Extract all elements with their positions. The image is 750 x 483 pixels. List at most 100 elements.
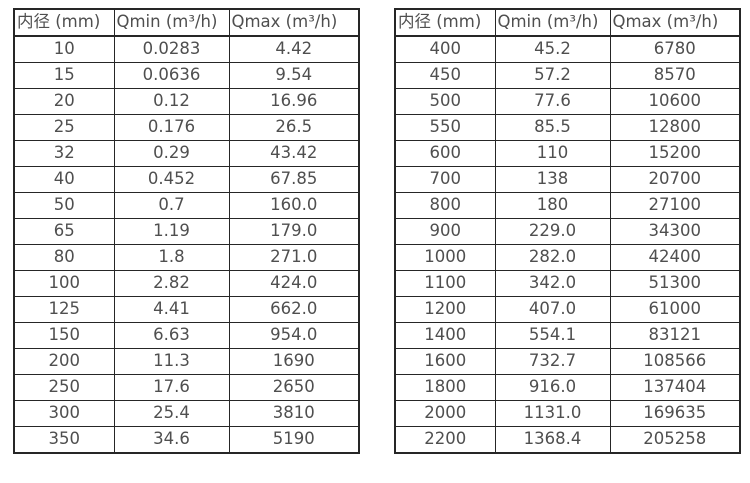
column-header-diameter-cell: 内径 (mm) (394, 8, 496, 37)
table-row: 400 45.2 6780 (394, 35, 741, 63)
table-row: 10 0.0283 4.42 (13, 35, 360, 63)
diameter-cell: 2200 (394, 426, 496, 454)
diameter-cell: 600 (394, 140, 496, 167)
table-row: 25 0.176 26.5 (13, 114, 360, 141)
diameter-cell: 1800 (394, 374, 496, 401)
qmax-cell: 20700 (609, 166, 741, 193)
diameter-cell: 550 (394, 114, 496, 141)
qmax-cell: 169635 (609, 400, 741, 427)
qmin-cell: 732.7 (494, 348, 611, 375)
qmax-cell: 137404 (609, 374, 741, 401)
qmin-cell: 1131.0 (494, 400, 611, 427)
diameter-cell: 350 (13, 426, 115, 454)
qmax-cell: 271.0 (228, 244, 360, 271)
table-row: 1100 342.0 51300 (394, 270, 741, 297)
table-header: 内径 (mm) Qmin (m³/h) Qmax (m³/h) (13, 8, 360, 37)
table-row: 1600 732.7 108566 (394, 348, 741, 375)
spec-table-small-diameters: 内径 (mm) Qmin (m³/h) Qmax (m³/h) 10 0.0283 4.… (13, 8, 360, 454)
table-body: 400 45.2 6780 450 57.2 8570 500 77.6 10600 550 85.… (394, 35, 741, 454)
qmax-cell: 15200 (609, 140, 741, 167)
column-header-qmax-cell: Qmax (m³/h) (228, 8, 360, 37)
diameter-cell: 300 (13, 400, 115, 427)
table-row: 125 4.41 662.0 (13, 296, 360, 323)
qmax-cell: 3810 (228, 400, 360, 427)
diameter-cell: 250 (13, 374, 115, 401)
qmin-cell: 6.63 (113, 322, 230, 349)
qmin-cell: 11.3 (113, 348, 230, 375)
diameter-cell: 40 (13, 166, 115, 193)
qmin-cell: 25.4 (113, 400, 230, 427)
table-row: 300 25.4 3810 (13, 400, 360, 427)
qmin-cell: 0.7 (113, 192, 230, 219)
qmax-cell: 9.54 (228, 62, 360, 89)
qmin-cell: 17.6 (113, 374, 230, 401)
qmax-cell: 34300 (609, 218, 741, 245)
qmax-cell: 1690 (228, 348, 360, 375)
qmin-cell: 342.0 (494, 270, 611, 297)
table-row: 2000 1131.0 169635 (394, 400, 741, 427)
table-row: 700 138 20700 (394, 166, 741, 193)
diameter-cell: 1400 (394, 322, 496, 349)
qmax-cell: 51300 (609, 270, 741, 297)
qmin-cell: 0.0636 (113, 62, 230, 89)
qmax-cell: 27100 (609, 192, 741, 219)
diameter-cell: 450 (394, 62, 496, 89)
table-row: 65 1.19 179.0 (13, 218, 360, 245)
qmax-cell: 160.0 (228, 192, 360, 219)
diameter-cell: 125 (13, 296, 115, 323)
table-row: 800 180 27100 (394, 192, 741, 219)
qmax-cell: 43.42 (228, 140, 360, 167)
qmin-cell: 34.6 (113, 426, 230, 454)
diameter-cell: 65 (13, 218, 115, 245)
qmin-cell: 0.176 (113, 114, 230, 141)
table-row: 100 2.82 424.0 (13, 270, 360, 297)
diameter-cell: 1200 (394, 296, 496, 323)
diameter-cell: 200 (13, 348, 115, 375)
table-row: 550 85.5 12800 (394, 114, 741, 141)
qmin-cell: 4.41 (113, 296, 230, 323)
table-row: 1400 554.1 83121 (394, 322, 741, 349)
qmax-cell: 8570 (609, 62, 741, 89)
diameter-cell: 1600 (394, 348, 496, 375)
table-header: 内径 (mm) Qmin (m³/h) Qmax (m³/h) (394, 8, 741, 37)
qmin-cell: 85.5 (494, 114, 611, 141)
table-row: 1200 407.0 61000 (394, 296, 741, 323)
table-row: 32 0.29 43.42 (13, 140, 360, 167)
qmin-cell: 45.2 (494, 35, 611, 63)
table-row: 80 1.8 271.0 (13, 244, 360, 271)
table-row: 40 0.452 67.85 (13, 166, 360, 193)
qmin-cell: 2.82 (113, 270, 230, 297)
qmin-cell: 282.0 (494, 244, 611, 271)
column-header-qmax-cell: Qmax (m³/h) (609, 8, 741, 37)
qmin-cell: 57.2 (494, 62, 611, 89)
table-row: 50 0.7 160.0 (13, 192, 360, 219)
qmax-cell: 61000 (609, 296, 741, 323)
qmax-cell: 6780 (609, 35, 741, 63)
diameter-cell: 900 (394, 218, 496, 245)
qmin-cell: 77.6 (494, 88, 611, 115)
qmin-cell: 0.29 (113, 140, 230, 167)
qmin-cell: 916.0 (494, 374, 611, 401)
diameter-cell: 400 (394, 35, 496, 63)
diameter-cell: 80 (13, 244, 115, 271)
diameter-cell: 50 (13, 192, 115, 219)
qmin-cell: 1.19 (113, 218, 230, 245)
header-row: 内径 (mm) Qmin (m³/h) Qmax (m³/h) (13, 8, 360, 37)
table-row: 350 34.6 5190 (13, 426, 360, 454)
table-row: 150 6.63 954.0 (13, 322, 360, 349)
qmin-cell: 110 (494, 140, 611, 167)
qmax-cell: 179.0 (228, 218, 360, 245)
qmax-cell: 108566 (609, 348, 741, 375)
table-row: 1000 282.0 42400 (394, 244, 741, 271)
spec-tables-container: 内径 (mm) Qmin (m³/h) Qmax (m³/h) 10 0.0283 4.… (13, 8, 741, 454)
qmax-cell: 424.0 (228, 270, 360, 297)
qmin-cell: 407.0 (494, 296, 611, 323)
qmax-cell: 26.5 (228, 114, 360, 141)
column-header-qmin-cell: Qmin (m³/h) (494, 8, 611, 37)
qmax-cell: 954.0 (228, 322, 360, 349)
qmax-cell: 4.42 (228, 35, 360, 63)
diameter-cell: 800 (394, 192, 496, 219)
table-row: 1800 916.0 137404 (394, 374, 741, 401)
table-row: 15 0.0636 9.54 (13, 62, 360, 89)
